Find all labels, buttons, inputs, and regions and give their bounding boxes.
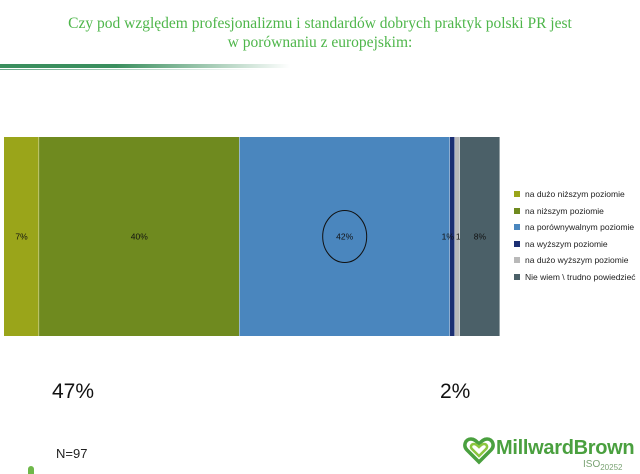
legend-item-6: Nie wiem \ trudno powiedzieć — [514, 269, 636, 286]
bar-segment-3 — [239, 137, 450, 336]
legend-item-5: na dużo wyższym poziomie — [514, 252, 636, 269]
legend-label: na porównywalnym poziomie — [525, 222, 635, 233]
sample-size-label: N=97 — [56, 446, 88, 461]
bar-segment-5 — [454, 137, 460, 336]
data-label-6: 8% — [474, 232, 487, 242]
legend-swatch — [514, 191, 520, 198]
legend-label: na wyższym poziomie — [525, 238, 608, 249]
logo-wordmark: MillwardBrown — [496, 437, 635, 459]
legend-swatch — [514, 273, 520, 280]
data-label-3: 42% — [336, 232, 353, 242]
legend-swatch — [514, 207, 520, 214]
legend-item-1: na dużo niższym poziomie — [514, 186, 636, 203]
legend-item-2: na niższym poziomie — [514, 203, 636, 220]
title-underline — [0, 64, 290, 68]
bar-segment-4 — [449, 137, 455, 336]
legend-item-3: na porównywalnym poziomie — [514, 219, 636, 236]
legend-swatch — [514, 240, 520, 247]
data-label-1: 7% — [15, 232, 28, 242]
legend-label: na dużo niższym poziomie — [525, 189, 625, 200]
data-label-4: 1% — [442, 232, 455, 242]
title-underline-thin — [0, 69, 260, 70]
chart-legend: na dużo niższym poziomie na niższym pozio… — [514, 186, 636, 285]
page-title: Czy pod względem profesjonalizmu i stand… — [0, 14, 640, 52]
millward-brown-logo: MillwardBrown ISO20252 — [463, 433, 635, 473]
legend-label: na niższym poziomie — [525, 205, 604, 216]
highlight-circle — [322, 210, 368, 263]
legend-label: Nie wiem \ trudno powiedzieć — [525, 271, 636, 282]
legend-swatch — [514, 224, 520, 231]
legend-swatch — [514, 257, 520, 264]
iso-badge: ISO20252 — [583, 459, 623, 472]
higher-total-value: 2% — [440, 380, 471, 403]
legend-item-4: na wyższym poziomie — [514, 236, 636, 253]
title-line-1: Czy pod względem profesjonalizmu i stand… — [68, 15, 572, 32]
title-line-2: w porównaniu z europejskim: — [227, 34, 413, 51]
bar-segment-1 — [4, 137, 40, 336]
legend-label: na dużo wyższym poziomie — [525, 255, 629, 266]
bar-segment-6 — [459, 137, 500, 336]
heart-logo-icon — [463, 437, 495, 465]
bar-segment-2 — [39, 137, 240, 336]
lower-total-value: 47% — [52, 380, 95, 403]
data-label-2: 40% — [131, 232, 148, 242]
corner-decoration — [28, 466, 34, 474]
